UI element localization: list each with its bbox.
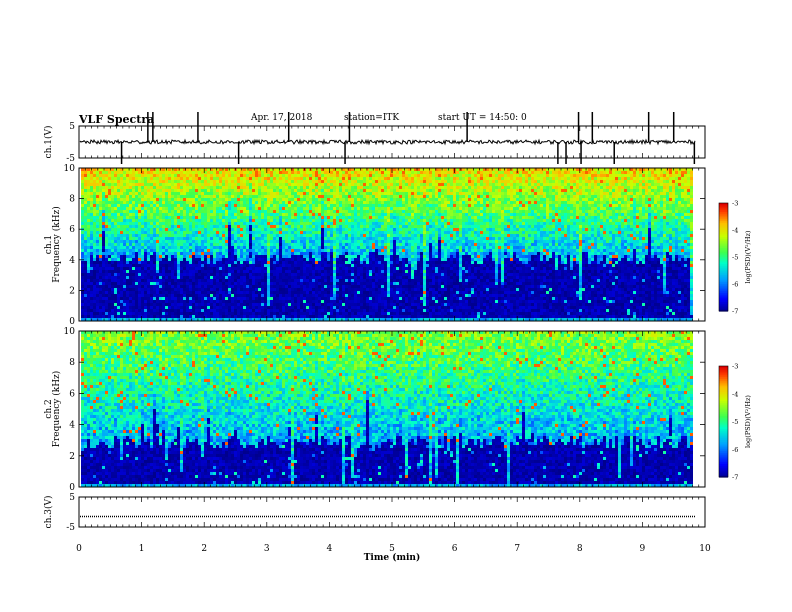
xtick-label: 1	[139, 544, 145, 554]
ytick-label-3: 2	[69, 452, 75, 462]
waveform-ch1-trace	[79, 138, 696, 146]
ytick-label-2: 0	[69, 317, 75, 327]
ytick-label-3: 4	[69, 421, 75, 431]
ytick-label-3: 6	[69, 389, 75, 399]
ylabel-waveform-ch1: ch.1(V)	[43, 126, 54, 159]
xtick-label: 9	[640, 544, 646, 554]
ytick-label-2: 2	[69, 286, 75, 296]
xtick-label: 4	[327, 544, 333, 554]
ytick-label-4: -5	[66, 523, 75, 533]
ytick-label-2: 6	[69, 225, 75, 235]
colorbar-tick-2: -3	[732, 363, 738, 371]
xtick-label: 8	[577, 544, 583, 554]
colorbar-1	[719, 203, 728, 312]
ylabel-waveform-ch3: ch.3(V)	[43, 496, 54, 529]
ytick-label-2: 10	[64, 164, 76, 174]
xtick-label: 3	[264, 544, 270, 554]
colorbar-tick-2: -5	[732, 418, 738, 426]
ylabel-frequency-2: Frequency (kHz)	[51, 371, 62, 448]
ylabel-frequency-1: Frequency (kHz)	[51, 206, 62, 283]
colorbar-tick-1: -6	[732, 281, 738, 289]
ytick-label-4: 5	[69, 493, 75, 503]
spectrogram-cells-ch2	[81, 331, 693, 487]
xtick-label: 6	[452, 544, 458, 554]
ytick-label-3: 0	[69, 483, 75, 493]
xtick-label: 7	[514, 544, 520, 554]
xtick-label: 0	[76, 544, 82, 554]
xtick-label: 2	[201, 544, 207, 554]
ytick-label-3: 8	[69, 358, 75, 368]
colorbar-tick-1: -7	[732, 308, 738, 316]
colorbar-tick-1: -4	[732, 227, 738, 235]
ytick-label-3: 10	[64, 327, 76, 337]
spectrogram-cells-ch1	[81, 168, 693, 321]
colorbar-2	[719, 366, 728, 478]
colorbar-tick-2: -6	[732, 446, 738, 454]
xtick-label: 10	[699, 544, 711, 554]
colorbar-tick-2: -7	[732, 474, 738, 482]
colorbar-label-2: log(PSD)(V²/Hz)	[744, 395, 752, 448]
colorbar-tick-1: -3	[732, 200, 738, 208]
ytick-label-2: 8	[69, 195, 75, 205]
colorbar-label-1: log(PSD)(V²/Hz)	[744, 230, 752, 283]
colorbar-tick-2: -4	[732, 390, 738, 398]
ytick-label-2: 4	[69, 256, 75, 266]
ytick-label-1: -5	[66, 154, 75, 164]
xaxis-label: Time (min)	[364, 552, 421, 563]
ytick-label-1: 5	[69, 122, 75, 132]
colorbar-tick-1: -5	[732, 254, 738, 262]
